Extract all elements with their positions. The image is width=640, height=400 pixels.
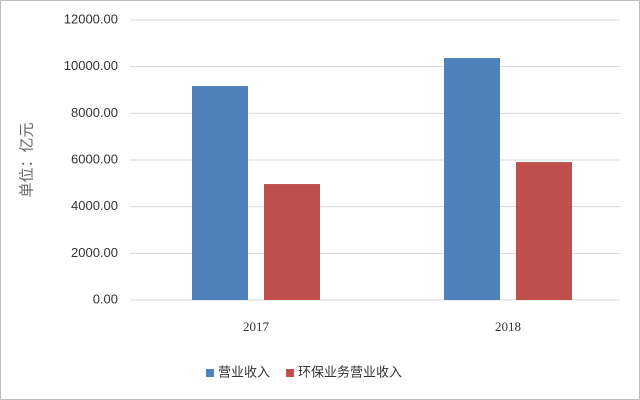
bar [516,162,572,300]
bar [444,58,500,301]
bar [264,184,320,300]
bar [192,86,248,301]
y-tick-label: 0.00 [93,291,118,306]
y-axis-title: 单位：亿元 [18,122,35,197]
y-tick-label: 10000.00 [64,58,118,73]
legend-swatch [206,369,214,377]
legend-label: 环保业务营业收入 [298,364,402,379]
y-tick-label: 12000.00 [64,11,118,26]
legend-swatch [286,369,295,377]
legend-label: 营业收入 [218,364,270,379]
y-tick-label: 2000.00 [71,245,118,260]
y-tick-label: 4000.00 [71,198,118,213]
y-tick-label: 6000.00 [71,151,118,166]
x-tick-label: 2018 [495,319,521,334]
y-tick-label: 8000.00 [71,105,118,120]
x-tick-label: 2017 [243,319,270,334]
